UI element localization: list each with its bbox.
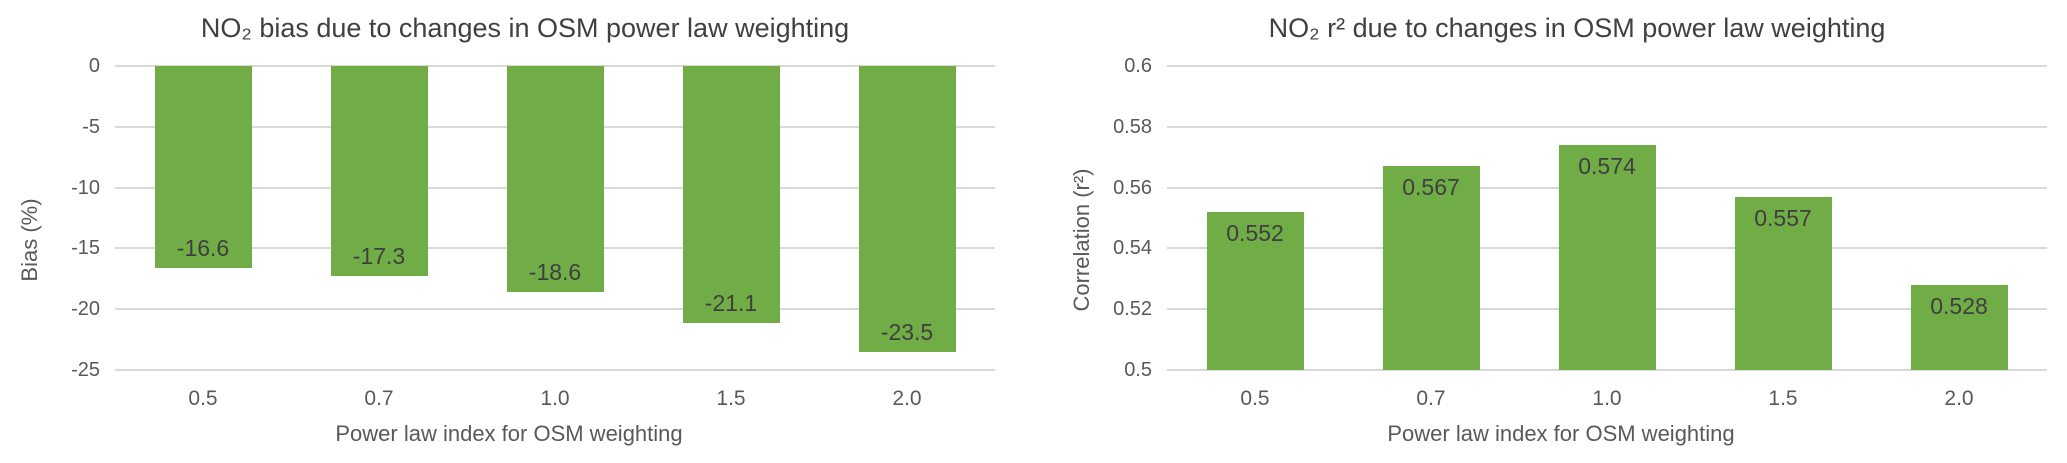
bar-value-label: 0.557 [1754,204,1812,231]
gridline [1167,369,2047,371]
gridline [1167,65,2047,67]
bar: 0.574 [1558,145,1656,370]
x-tick-label: 2.0 [1944,387,1974,410]
bar: -23.5 [858,66,956,352]
y-tick-label: -10 [71,176,100,199]
bar-value-label: -18.6 [528,259,582,286]
x-tick-label: 1.0 [1592,387,1622,410]
x-tick-label: 1.0 [540,387,570,410]
bar-value-label: -16.6 [176,234,230,261]
x-tick-label: 1.5 [1768,387,1798,410]
bar-value-label: 0.552 [1226,219,1284,246]
chart-no2-r2: NO₂ r² due to changes in OSM power law w… [1034,0,2067,463]
bar-value-label: 0.528 [1930,292,1988,319]
x-tick-label: 0.7 [1416,387,1446,410]
bar: -17.3 [330,66,428,277]
chart-no2-bias: NO₂ bias due to changes in OSM power law… [0,0,1033,463]
bar-value-label: -23.5 [880,318,934,345]
bar-value-label: 0.574 [1578,153,1636,180]
y-tick-label: -5 [82,115,100,138]
x-tick-label: 0.5 [1240,387,1270,410]
x-tick-label: 2.0 [892,387,922,410]
bar: -21.1 [682,66,780,323]
y-tick-label: 0.52 [1113,298,1152,321]
bar-value-label: -21.1 [704,289,758,316]
y-tick-label: -15 [71,237,100,260]
x-tick-label: 1.5 [716,387,746,410]
gridline [1167,125,2047,128]
y-tick-label: 0.6 [1124,55,1152,77]
y-tick-label: 0.56 [1113,176,1152,199]
bar: 0.567 [1382,166,1480,370]
y-tick-label: 0 [88,55,100,77]
x-tick-label: 0.7 [364,387,394,410]
bar: -16.6 [154,66,252,268]
gridline [115,369,995,371]
bar-value-label: 0.567 [1402,174,1460,201]
chart-title: NO₂ bias due to changes in OSM power law… [200,13,850,43]
x-axis-title: Power law index for OSM weighting [1387,421,1735,446]
bar: 0.528 [1910,284,2008,370]
bar: 0.557 [1734,196,1832,370]
y-tick-label: 0.54 [1113,237,1152,260]
chart-title: NO₂ r² due to changes in OSM power law w… [1268,13,1886,43]
y-tick-label: 0.58 [1113,115,1152,138]
gridline [115,308,995,311]
x-axis-title: Power law index for OSM weighting [335,421,683,446]
y-tick-label: -25 [71,359,100,381]
bar: -18.6 [506,66,604,293]
bar: 0.552 [1206,211,1304,370]
y-tick-label: 0.5 [1124,359,1152,381]
y-tick-label: -20 [71,298,100,321]
bar-value-label: -17.3 [352,243,406,270]
x-tick-label: 0.5 [188,387,218,410]
